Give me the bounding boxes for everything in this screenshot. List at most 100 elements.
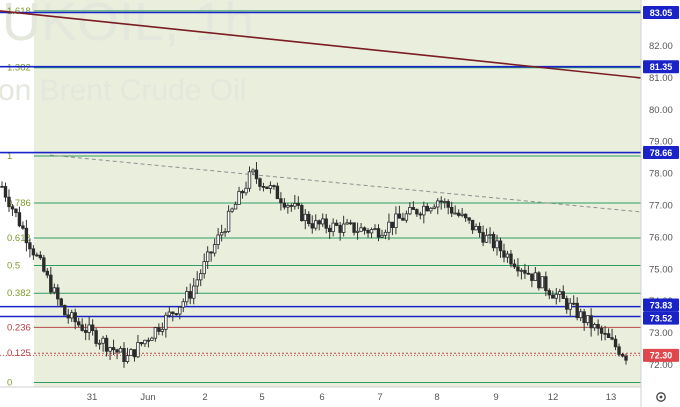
candle-body	[321, 218, 325, 225]
candle-body	[272, 185, 276, 187]
price-tag-label: 81.35	[650, 62, 673, 72]
price-tag-box	[643, 298, 679, 312]
candle-body	[498, 240, 503, 252]
candle-body	[80, 324, 84, 331]
candle-body	[585, 315, 590, 324]
candle-body	[307, 213, 311, 224]
candle-body	[537, 272, 541, 289]
candle-body	[87, 324, 91, 333]
candle-body	[21, 225, 25, 229]
candle-body	[613, 338, 618, 348]
x-axis-background	[0, 387, 641, 407]
price-tag-box	[643, 60, 679, 74]
candle-body	[352, 222, 356, 233]
price-tag-label: 83.05	[650, 8, 673, 18]
price-tag-box	[643, 6, 679, 20]
candle-body	[300, 205, 304, 222]
candle-body	[436, 200, 440, 208]
candle-body	[38, 254, 43, 259]
candle-body	[111, 347, 116, 351]
candle-body	[530, 273, 534, 281]
candle-body	[526, 272, 531, 275]
candle-body	[150, 337, 154, 341]
fib-label: 1	[7, 151, 12, 162]
candle-body	[289, 205, 294, 207]
candle-body	[610, 337, 614, 340]
candle-body	[132, 349, 137, 358]
candle-body	[603, 332, 607, 335]
candle-body	[397, 213, 402, 219]
fib-label: 0.236	[7, 322, 31, 333]
candle-body	[97, 342, 102, 345]
x-tick-label: 31	[87, 392, 98, 403]
candle-body	[94, 330, 98, 344]
x-tick-label: 9	[493, 392, 498, 403]
candle-body	[293, 203, 297, 207]
candle-body	[202, 261, 206, 275]
candle-body	[279, 198, 283, 204]
candle-body	[460, 213, 464, 216]
candle-body	[620, 354, 625, 357]
candle-body	[509, 253, 513, 265]
settings-gear-icon[interactable]	[656, 392, 666, 402]
y-tick-label: 75.00	[649, 264, 673, 275]
candle-body	[355, 230, 360, 233]
candle-body	[310, 223, 314, 229]
candle-body	[265, 186, 269, 189]
candle-body	[237, 190, 241, 205]
candle-body	[174, 313, 179, 315]
candle-body	[205, 251, 210, 262]
candle-body	[226, 210, 231, 232]
candle-body	[467, 217, 471, 221]
candle-body	[303, 213, 307, 222]
candle-body	[296, 203, 301, 206]
y-tick-label: 79.00	[649, 137, 673, 148]
candle-body	[383, 231, 388, 236]
candle-body	[52, 287, 56, 293]
price-tag-label: 78.66	[650, 148, 673, 158]
price-tags-layer: 83.05 81.35 78.66 73.83 73.52 72.30	[643, 6, 679, 362]
candle-body	[366, 229, 370, 234]
y-tick-label: 73.00	[649, 328, 673, 339]
x-tick-label: 8	[434, 392, 439, 403]
candle-body	[261, 186, 266, 188]
dashed-trendline	[49, 154, 641, 213]
watermark-symbol: UKOIL, 1h	[2, 0, 254, 52]
candle-body	[376, 228, 381, 238]
candle-body	[369, 229, 374, 234]
candle-body	[338, 224, 342, 233]
candle-body	[31, 248, 36, 256]
candle-body	[558, 291, 562, 295]
candle-body	[422, 205, 426, 216]
candle-body	[533, 272, 538, 281]
candle-body	[324, 218, 328, 229]
candle-body	[188, 291, 192, 299]
candle-body	[502, 250, 506, 258]
candle-body	[446, 201, 450, 208]
candle-body	[547, 290, 552, 296]
candle-body	[408, 207, 412, 215]
candle-body	[341, 223, 346, 233]
candle-body	[491, 233, 496, 249]
candle-body	[582, 311, 586, 324]
candle-body	[373, 228, 377, 230]
candle-body	[439, 200, 443, 203]
candle-body	[387, 221, 391, 233]
candle-body	[331, 222, 335, 233]
candle-body	[24, 227, 29, 244]
candle-body	[505, 253, 510, 258]
candle-body	[484, 234, 489, 243]
candle-body	[251, 169, 255, 173]
candle-body	[592, 324, 597, 329]
candle-body	[572, 302, 576, 305]
candle-body	[143, 339, 147, 345]
candle-body	[474, 226, 478, 231]
price-tag-label: 72.30	[650, 351, 673, 361]
candle-body	[362, 227, 367, 231]
y-tick-label: 80.00	[649, 105, 673, 116]
candle-body	[209, 251, 213, 254]
candle-body	[125, 355, 130, 362]
candle-body	[596, 324, 600, 329]
candle-body	[575, 302, 579, 319]
candle-body	[129, 349, 133, 357]
